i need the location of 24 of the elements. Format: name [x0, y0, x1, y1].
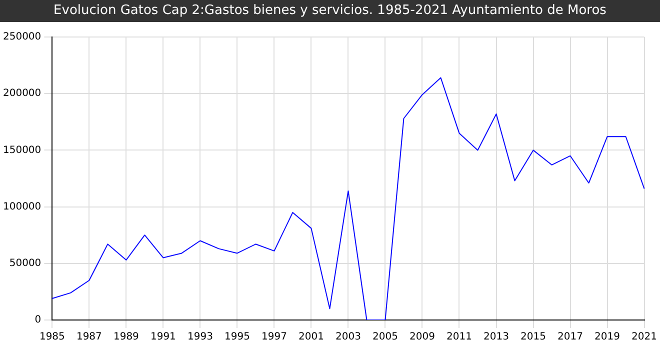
x-tick-label: 1997 [261, 332, 287, 343]
x-tick-label: 2021 [632, 332, 657, 343]
x-tick-label: 1989 [113, 332, 139, 343]
x-tick-label: 2001 [298, 332, 324, 343]
y-tick-label: 50000 [9, 258, 42, 269]
x-tick-label: 2015 [520, 332, 546, 343]
x-tick-label: 2009 [410, 332, 435, 343]
y-tick-label: 150000 [2, 144, 42, 156]
y-tick-label: 100000 [2, 201, 42, 212]
x-tick-label: 1987 [76, 332, 102, 343]
y-tick-label: 0 [34, 314, 42, 326]
x-tick-label: 1991 [150, 332, 176, 343]
x-tick-label: 2013 [484, 332, 509, 343]
x-tick-label: 1985 [39, 332, 65, 343]
x-tick-label: 2005 [372, 332, 398, 343]
x-tick-label: 2011 [446, 332, 472, 343]
x-tick-label: 1995 [224, 332, 250, 343]
x-tick-label: 2003 [336, 332, 361, 343]
x-tick-label: 2017 [558, 332, 583, 343]
x-tick-label: 1993 [187, 332, 213, 343]
y-tick-label: 200000 [2, 88, 42, 100]
y-tick-label: 250000 [2, 32, 42, 43]
chart-title: Evolucion Gatos Cap 2:Gastos bienes y servicios. 1985-2021 Ayuntamiento de Moros [0, 0, 660, 22]
x-tick-label: 2019 [594, 332, 620, 343]
